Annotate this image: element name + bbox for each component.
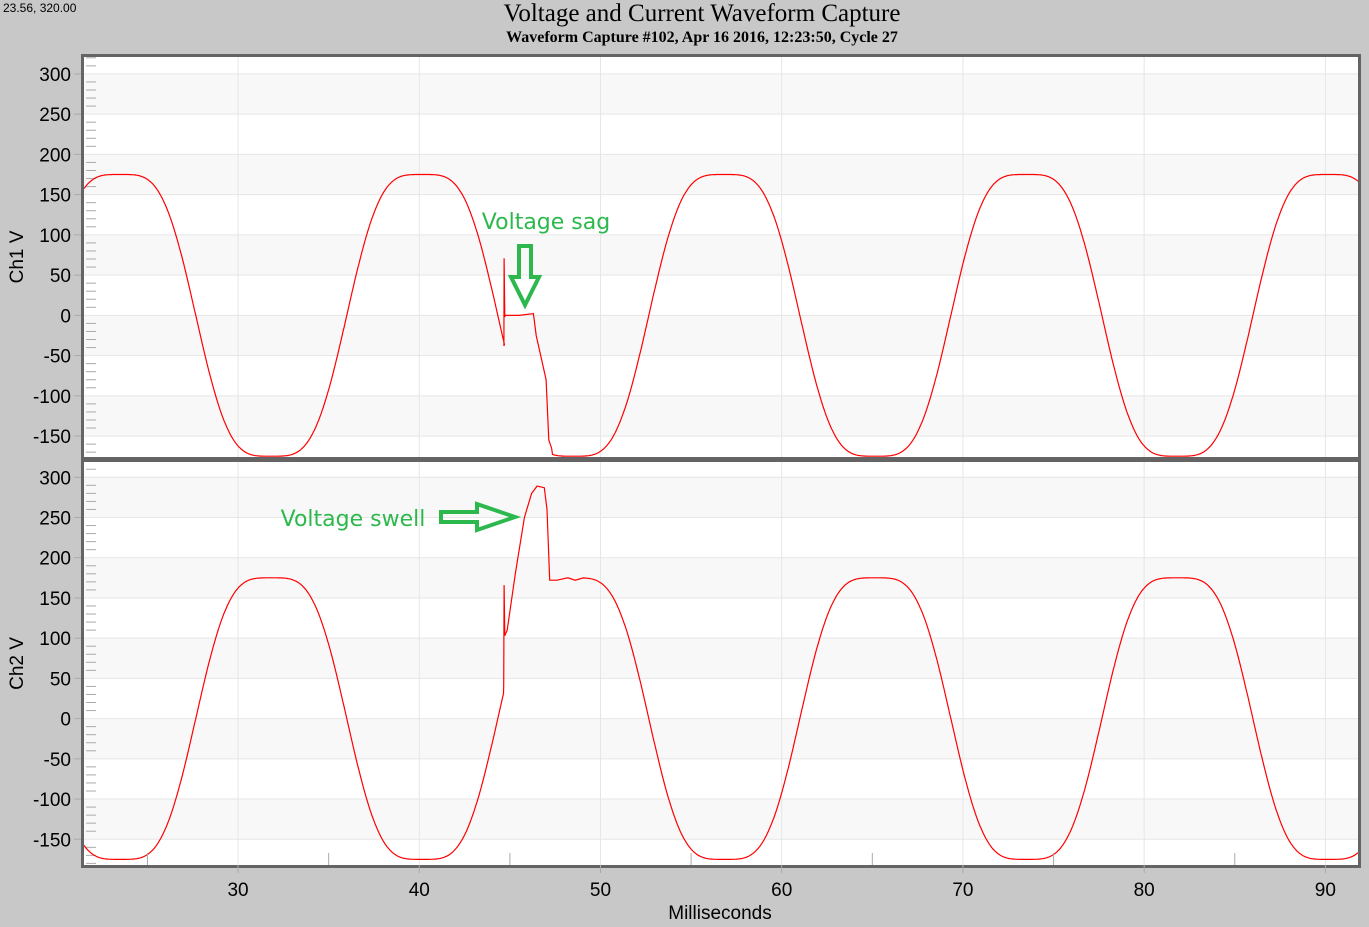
grid-band: [84, 557, 1358, 598]
x-axis-label: Milliseconds: [668, 903, 771, 924]
arrow-down-icon: [507, 244, 543, 310]
y-tick-label: -150: [33, 427, 71, 448]
plot-border: [81, 459, 1361, 868]
grid-band: [84, 73, 1358, 115]
x-tick-label: 80: [1134, 880, 1155, 901]
y-tick-label: 100: [39, 226, 71, 247]
grid-band: [84, 234, 1358, 276]
y-tick-label: 50: [50, 266, 71, 287]
y-tick-label: 150: [39, 186, 71, 207]
grid-band: [84, 638, 1358, 679]
plot-panel-2[interactable]: 300 250 200 150 100 50 0 -50 -100 -150 Ch2 V Voltag…: [7, 459, 1361, 925]
y-tick-label: 300: [39, 468, 71, 489]
chart-subtitle: Waveform Capture #102, Apr 16 2016, 12:2…: [506, 29, 898, 46]
plot-panel-1[interactable]: 300 250 200 150 100 50 0 -50 -100 -150 Ch1 V Voltag…: [7, 54, 1361, 460]
y-tick-label: 0: [60, 710, 71, 731]
grid-band: [84, 395, 1358, 437]
series-line-ch2: [83, 485, 1359, 861]
y-tick-label: 100: [39, 629, 71, 650]
grid-band: [84, 477, 1358, 518]
x-tick-label: 50: [590, 880, 611, 901]
chart-title: Voltage and Current Waveform Capture: [503, 0, 901, 27]
y-tick-label: 250: [39, 105, 71, 126]
y-axis-label: Ch1 V: [7, 230, 28, 283]
x-tick-label: 70: [952, 880, 973, 901]
y-tick-label: 300: [39, 65, 71, 86]
annotation-voltage-sag: Voltage sag: [482, 210, 610, 235]
y-tick-label: 200: [39, 145, 71, 166]
grid-band: [84, 315, 1358, 356]
arrow-right-icon: [439, 501, 522, 533]
plot-border: [81, 54, 1361, 460]
x-tick-label: 90: [1315, 880, 1336, 901]
y-tick-label: -150: [33, 830, 71, 851]
cursor-readout: 23.56, 320.00: [3, 1, 77, 15]
annotation-voltage-swell: Voltage swell: [281, 507, 426, 532]
x-tick-label: 30: [227, 880, 248, 901]
y-tick-label: 200: [39, 549, 71, 570]
y-tick-label: -50: [44, 750, 71, 771]
y-axis-label: Ch2 V: [7, 637, 28, 690]
x-tick-label: 40: [409, 880, 430, 901]
y-tick-label: 150: [39, 589, 71, 610]
grid-band: [84, 718, 1358, 759]
x-tick-label: 60: [771, 880, 792, 901]
y-tick-label: 0: [60, 306, 71, 327]
y-tick-label: 250: [39, 509, 71, 530]
y-tick-label: 50: [50, 669, 71, 690]
grid-band: [84, 799, 1358, 840]
y-tick-label: -100: [33, 387, 71, 408]
y-tick-label: -100: [33, 790, 71, 811]
series-line-ch1: [83, 173, 1359, 457]
y-tick-label: -50: [44, 347, 71, 368]
